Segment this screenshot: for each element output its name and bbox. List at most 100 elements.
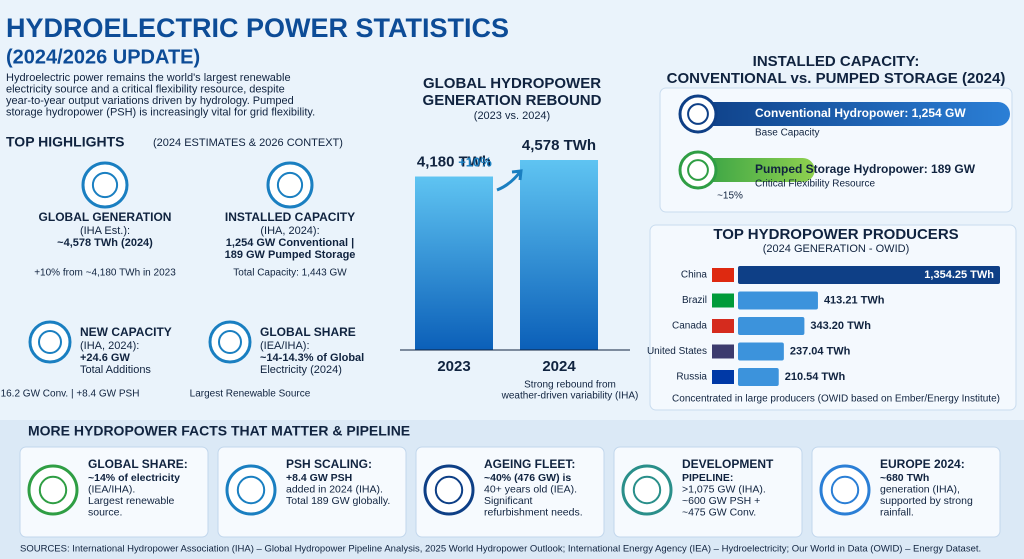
icon-inner	[218, 330, 242, 354]
icon-inner	[38, 475, 68, 505]
highlight-footer: Largest Renewable Source	[190, 389, 311, 400]
icon-inner	[91, 171, 119, 199]
fact-line: Largest renewable	[88, 495, 175, 507]
icon	[678, 94, 718, 134]
producer-bar	[738, 266, 1000, 284]
fact-line: added in 2024 (IHA).	[286, 483, 383, 495]
producer-value-label: 237.04 TWh	[790, 345, 851, 357]
highlight-title: GLOBAL SHARE	[260, 325, 356, 339]
producer-country: Brazil	[682, 295, 707, 306]
capacity-label: Pumped Storage Hydropower: 189 GW	[755, 162, 976, 176]
producers-subtitle: (2024 GENERATION - OWID)	[763, 243, 909, 255]
capacity-label: Conventional Hydropower: 1,254 GW	[755, 106, 966, 120]
generation-category: 2023	[437, 358, 470, 375]
highlight-line: +24.6 GW	[80, 352, 130, 364]
highlight-line: Electricity (2024)	[260, 364, 342, 376]
producer-bar	[738, 317, 805, 335]
producer-value-label: 1,354.25 TWh	[924, 269, 994, 281]
intro-line: year-to-year output variations driven by…	[6, 95, 294, 107]
fact-title: AGEING FLEET:	[484, 457, 575, 471]
fact-line: ~14% of electricity	[88, 472, 180, 484]
producer-country: China	[681, 270, 708, 281]
producer-country: Canada	[672, 321, 707, 332]
capacity-bar	[690, 102, 1010, 126]
flag	[712, 293, 734, 308]
highlight-footer: 16.2 GW Conv. | +8.4 GW PSH	[1, 389, 140, 400]
icon	[81, 161, 129, 209]
fact-line: Significant	[484, 495, 533, 507]
fact-title: DEVELOPMENT	[682, 457, 774, 471]
fact-line: supported by strong	[880, 495, 973, 507]
highlight-line: 189 GW Pumped Storage	[225, 249, 356, 261]
producer-bar	[738, 291, 818, 310]
icon	[27, 464, 79, 516]
icon-inner	[434, 475, 464, 505]
flag	[712, 370, 734, 384]
capacity-share: ~15%	[717, 191, 743, 202]
highlight-line: (IHA, 2024):	[260, 225, 319, 237]
capacity-title: INSTALLED CAPACITY:	[753, 53, 920, 70]
highlight-line: (IHA Est.):	[80, 225, 130, 237]
flag	[712, 319, 734, 333]
flag	[712, 268, 734, 282]
generation-category: 2024	[542, 358, 576, 375]
intro-line: storage hydropower (PSH) is increasingly…	[6, 106, 315, 118]
producer-bar	[738, 342, 784, 361]
section-title: TOP HIGHLIGHTS	[6, 134, 125, 150]
producer-country: United States	[647, 346, 707, 357]
fact-line: generation (IHA),	[880, 483, 960, 495]
flag	[712, 344, 734, 359]
fact-line: ~475 GW Conv.	[682, 506, 756, 518]
icon-inner	[632, 475, 662, 505]
producer-bar	[738, 368, 779, 386]
highlight-title: GLOBAL GENERATION	[39, 210, 172, 224]
icon	[266, 161, 314, 209]
icon	[423, 464, 475, 516]
highlight-title: INSTALLED CAPACITY	[225, 210, 355, 224]
fact-line: ~680 TWh	[880, 472, 929, 484]
icon	[819, 464, 871, 516]
generation-bar	[520, 160, 598, 350]
icon-inner	[236, 475, 266, 505]
icon	[621, 464, 673, 516]
icon-inner	[687, 103, 709, 125]
fact-title: GLOBAL SHARE:	[88, 457, 188, 471]
producer-value-label: 210.54 TWh	[785, 371, 846, 383]
fact-line: (IEA/IHA).	[88, 483, 135, 495]
producer-value-label: 343.20 TWh	[810, 320, 871, 332]
icon	[28, 320, 72, 364]
icon-inner	[38, 330, 62, 354]
generation-subtitle: (2023 vs. 2024)	[474, 110, 550, 122]
capacity-sub: Critical Flexibility Resource	[755, 179, 875, 190]
generation-bar	[415, 176, 493, 350]
icon	[678, 150, 718, 190]
generation-title: GLOBAL HYDROPOWER	[423, 75, 601, 92]
highlight-line: (IEA/IHA):	[260, 340, 310, 352]
subtitle: (2024/2026 UPDATE)	[6, 46, 200, 68]
highlight-line: Total Additions	[80, 364, 151, 376]
highlight-line: (IHA, 2024):	[80, 340, 139, 352]
capacity-sub: Base Capacity	[755, 128, 819, 139]
highlight-line: ~4,578 TWh (2024)	[57, 237, 153, 249]
intro-line: electricity source and a critical flexib…	[6, 83, 285, 95]
icon-inner	[687, 159, 709, 181]
icon	[225, 464, 277, 516]
producers-title: TOP HYDROPOWER PRODUCERS	[713, 226, 958, 243]
title: HYDROELECTRIC POWER STATISTICS	[6, 13, 509, 43]
fact-line: ~600 GW PSH +	[682, 495, 760, 507]
producer-value-label: 413.21 TWh	[824, 294, 885, 306]
fact-line: PIPELINE:	[682, 472, 733, 484]
producer-country: Russia	[676, 372, 707, 383]
highlight-line: ~14-14.3% of Global	[260, 352, 364, 364]
arrow	[496, 169, 523, 192]
fact-title: PSH SCALING:	[286, 457, 372, 471]
generation-change: +10%	[458, 154, 492, 169]
highlight-footer: Total Capacity: 1,443 GW	[233, 268, 347, 279]
capacity-title: CONVENTIONAL vs. PUMPED STORAGE (2024)	[667, 70, 1006, 87]
generation-note: weather-driven variability (IHA)	[501, 391, 639, 402]
section-subtitle: (2024 ESTIMATES & 2026 CONTEXT)	[153, 137, 343, 149]
highlight-title: NEW CAPACITY	[80, 325, 172, 339]
sources: SOURCES: International Hydropower Associ…	[20, 544, 981, 555]
